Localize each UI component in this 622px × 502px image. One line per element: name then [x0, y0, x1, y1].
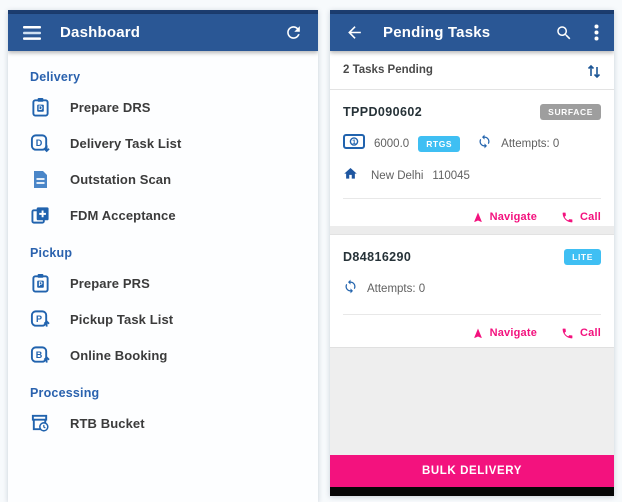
box-clock-icon: [30, 413, 50, 433]
hamburger-menu-icon[interactable]: [23, 25, 41, 40]
task-type-badge: SURFACE: [540, 104, 601, 120]
menu-item-outstation-scan[interactable]: Outstation Scan: [8, 161, 318, 197]
task-id: TPPD090602: [343, 105, 423, 119]
navigate-icon: [473, 212, 482, 222]
clipboard-d-icon: D: [30, 97, 50, 117]
task-pincode: 110045: [432, 169, 470, 182]
tasklist-b-icon: B: [30, 345, 50, 365]
copy-plus-icon: [30, 205, 50, 225]
task-city: New Delhi: [371, 169, 424, 182]
refresh-icon[interactable]: [284, 23, 303, 42]
task-attempts: Attempts: 0: [501, 138, 560, 150]
call-button[interactable]: Call: [561, 211, 601, 224]
bulk-delivery-button[interactable]: BULK DELIVERY: [330, 455, 614, 487]
menu-item-label: Online Booking: [70, 347, 168, 363]
task-id: D84816290: [343, 250, 412, 264]
clipboard-p-icon: P: [30, 273, 50, 293]
empty-area: [330, 347, 614, 455]
menu-item-label: RTB Bucket: [70, 415, 145, 431]
sort-icon[interactable]: [587, 63, 601, 78]
dashboard-menu: Delivery D Prepare DRS D Delivery Task L…: [8, 51, 318, 502]
task-amount: 6000.0: [374, 138, 410, 150]
divider: [343, 314, 601, 315]
dashboard-app-bar: Dashboard: [8, 14, 318, 51]
task-card[interactable]: TPPD090602 SURFACE 1 6000.0 RTGS Attempt…: [330, 90, 614, 226]
document-scan-icon: [30, 169, 50, 189]
navigate-icon: [473, 328, 482, 338]
tasklist-p-icon: P: [30, 309, 50, 329]
call-button[interactable]: Call: [561, 327, 601, 340]
menu-item-pickup-task-list[interactable]: P Pickup Task List: [8, 301, 318, 337]
menu-item-prepare-prs[interactable]: P Prepare PRS: [8, 265, 318, 301]
phone-icon: [562, 328, 573, 338]
svg-text:P: P: [36, 314, 42, 324]
phone-icon: [562, 212, 573, 222]
page-title: Dashboard: [60, 24, 141, 41]
menu-item-fdm-acceptance[interactable]: FDM Acceptance: [8, 197, 318, 233]
menu-item-label: Prepare PRS: [70, 275, 150, 291]
pending-tasks-app-bar: Pending Tasks: [330, 14, 614, 51]
navigate-button[interactable]: Navigate: [472, 327, 537, 340]
section-header-processing: Processing: [30, 386, 100, 400]
search-icon[interactable]: [555, 24, 573, 42]
task-card[interactable]: D84816290 LITE Attempts: 0 Navigate Call: [330, 235, 614, 347]
dashboard-screen: Dashboard Delivery D Prepare DRS D Deliv…: [8, 10, 318, 502]
svg-text:D: D: [38, 105, 43, 112]
money-icon: 1: [343, 134, 365, 154]
menu-item-label: Prepare DRS: [70, 99, 151, 115]
menu-item-label: Outstation Scan: [70, 171, 172, 187]
menu-item-rtb-bucket[interactable]: RTB Bucket: [8, 405, 318, 441]
page-title: Pending Tasks: [383, 24, 491, 41]
svg-text:B: B: [36, 350, 43, 360]
section-header-pickup: Pickup: [30, 246, 73, 260]
android-nav-bar: [330, 487, 614, 496]
tasks-summary-bar: 2 Tasks Pending: [330, 51, 614, 90]
navigate-button[interactable]: Navigate: [472, 211, 537, 224]
sync-icon: [343, 279, 358, 299]
back-arrow-icon[interactable]: [345, 23, 364, 42]
home-icon: [343, 166, 358, 185]
svg-text:1: 1: [352, 139, 356, 146]
task-attempts: Attempts: 0: [367, 283, 426, 295]
divider: [343, 198, 601, 199]
svg-text:P: P: [38, 281, 42, 288]
menu-item-label: Pickup Task List: [70, 311, 174, 327]
overflow-menu-icon[interactable]: [594, 24, 599, 41]
section-header-delivery: Delivery: [30, 70, 81, 84]
menu-item-prepare-drs[interactable]: D Prepare DRS: [8, 89, 318, 125]
task-type-badge: LITE: [564, 249, 601, 265]
pending-tasks-screen: Pending Tasks 2 Tasks Pending TPPD090602…: [330, 10, 614, 496]
menu-item-label: FDM Acceptance: [70, 207, 176, 223]
card-separator: [330, 226, 614, 235]
menu-item-online-booking[interactable]: B Online Booking: [8, 337, 318, 373]
sync-icon: [477, 134, 492, 154]
payment-mode-badge: RTGS: [418, 136, 461, 152]
tasklist-d-icon: D: [30, 133, 50, 153]
svg-text:D: D: [36, 138, 43, 148]
menu-item-label: Delivery Task List: [70, 135, 182, 151]
status-bar: [8, 10, 318, 14]
menu-item-delivery-task-list[interactable]: D Delivery Task List: [8, 125, 318, 161]
status-bar: [330, 10, 614, 14]
tasks-pending-count: 2 Tasks Pending: [343, 64, 433, 76]
